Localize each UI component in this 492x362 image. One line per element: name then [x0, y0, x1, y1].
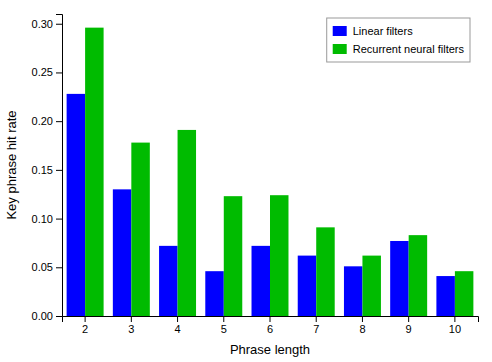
bar: [252, 246, 270, 316]
tick-mark: [223, 316, 224, 322]
bar: [205, 271, 223, 316]
bar: [270, 195, 288, 316]
chart: 2 3 4 5 6 7 8 9 10 0.00 0.05 0.10 0.15 0.20 0.25 0.30 Li…: [0, 0, 492, 362]
tick-label: 0.20: [32, 115, 53, 127]
tick-label: 4: [174, 323, 180, 335]
tick-mark: [56, 170, 62, 171]
tick-mark: [56, 24, 62, 25]
tick: 0.30: [32, 18, 62, 30]
tick-mark: [131, 316, 132, 322]
bar: [131, 143, 149, 316]
tick-mark: [56, 316, 62, 317]
tick: 0.20: [32, 115, 62, 127]
tick-label: 2: [82, 323, 88, 335]
tick-label: 0.25: [32, 66, 53, 78]
tick-mark: [362, 316, 363, 322]
bar: [344, 266, 362, 316]
tick-label: 0.30: [32, 18, 53, 30]
tick: 0.05: [32, 261, 62, 273]
bar: [455, 271, 473, 316]
bar: [298, 256, 316, 316]
tick-label: 0.10: [32, 213, 53, 225]
legend-swatch: [333, 26, 347, 36]
bars: [67, 28, 474, 316]
legend-label: Linear filters: [353, 25, 413, 37]
bar: [159, 246, 177, 316]
bar: [390, 241, 408, 316]
bar: [113, 189, 131, 316]
bar: [67, 94, 85, 316]
bar-series: [85, 28, 473, 316]
bar: [436, 276, 454, 316]
x-axis: 2 3 4 5 6 7 8 9 10: [63, 316, 479, 335]
legend-box: [327, 18, 470, 62]
tick: 0.15: [32, 164, 62, 176]
legend: Linear filters Recurrent neural filters: [327, 18, 470, 62]
tick-mark: [316, 316, 317, 322]
axis-line: [56, 15, 63, 317]
tick-label: 3: [128, 323, 134, 335]
tick-label: 5: [221, 323, 227, 335]
tick-label: 0.15: [32, 164, 53, 176]
bar-series: [67, 94, 455, 316]
tick: 7: [313, 316, 319, 335]
legend-swatch: [333, 44, 347, 54]
bar: [178, 130, 196, 316]
tick-label: 10: [449, 323, 461, 335]
tick-label: 0.05: [32, 261, 53, 273]
legend-label: Recurrent neural filters: [353, 43, 465, 55]
tick-mark: [270, 316, 271, 322]
bar: [85, 28, 103, 316]
tick: 6: [267, 316, 273, 335]
legend-item: Linear filters: [333, 25, 413, 37]
tick: 2: [82, 316, 88, 335]
tick: 3: [128, 316, 134, 335]
tick: 8: [359, 316, 365, 335]
y-axis-title: Key phrase hit rate: [4, 110, 19, 219]
tick: 10: [449, 316, 461, 335]
tick-mark: [56, 267, 62, 268]
tick: 0.10: [32, 213, 62, 225]
tick-mark: [85, 316, 86, 322]
tick-mark: [56, 72, 62, 73]
tick-label: 8: [359, 323, 365, 335]
tick: 4: [174, 316, 180, 335]
x-axis-title: Phrase length: [230, 342, 310, 357]
tick-label: 7: [313, 323, 319, 335]
tick-label: 0.00: [32, 310, 53, 322]
y-axis: 0.00 0.05 0.10 0.15 0.20 0.25 0.30: [32, 15, 63, 323]
tick: 0.00: [32, 310, 62, 322]
tick: 9: [406, 316, 412, 335]
bar: [224, 196, 242, 316]
tick: 0.25: [32, 66, 62, 78]
tick-mark: [177, 316, 178, 322]
bar: [409, 235, 427, 316]
bar: [316, 227, 334, 316]
bar: [362, 256, 380, 316]
plot: 2 3 4 5 6 7 8 9 10 0.00 0.05 0.10 0.15 0.20 0.25 0.30 Li…: [32, 15, 479, 335]
tick-mark: [56, 121, 62, 122]
axis-line: [63, 317, 479, 323]
tick-label: 6: [267, 323, 273, 335]
legend-item: Recurrent neural filters: [333, 43, 465, 55]
tick: 5: [221, 316, 227, 335]
tick-mark: [454, 316, 455, 322]
tick-mark: [408, 316, 409, 322]
tick-mark: [56, 219, 62, 220]
tick-label: 9: [406, 323, 412, 335]
